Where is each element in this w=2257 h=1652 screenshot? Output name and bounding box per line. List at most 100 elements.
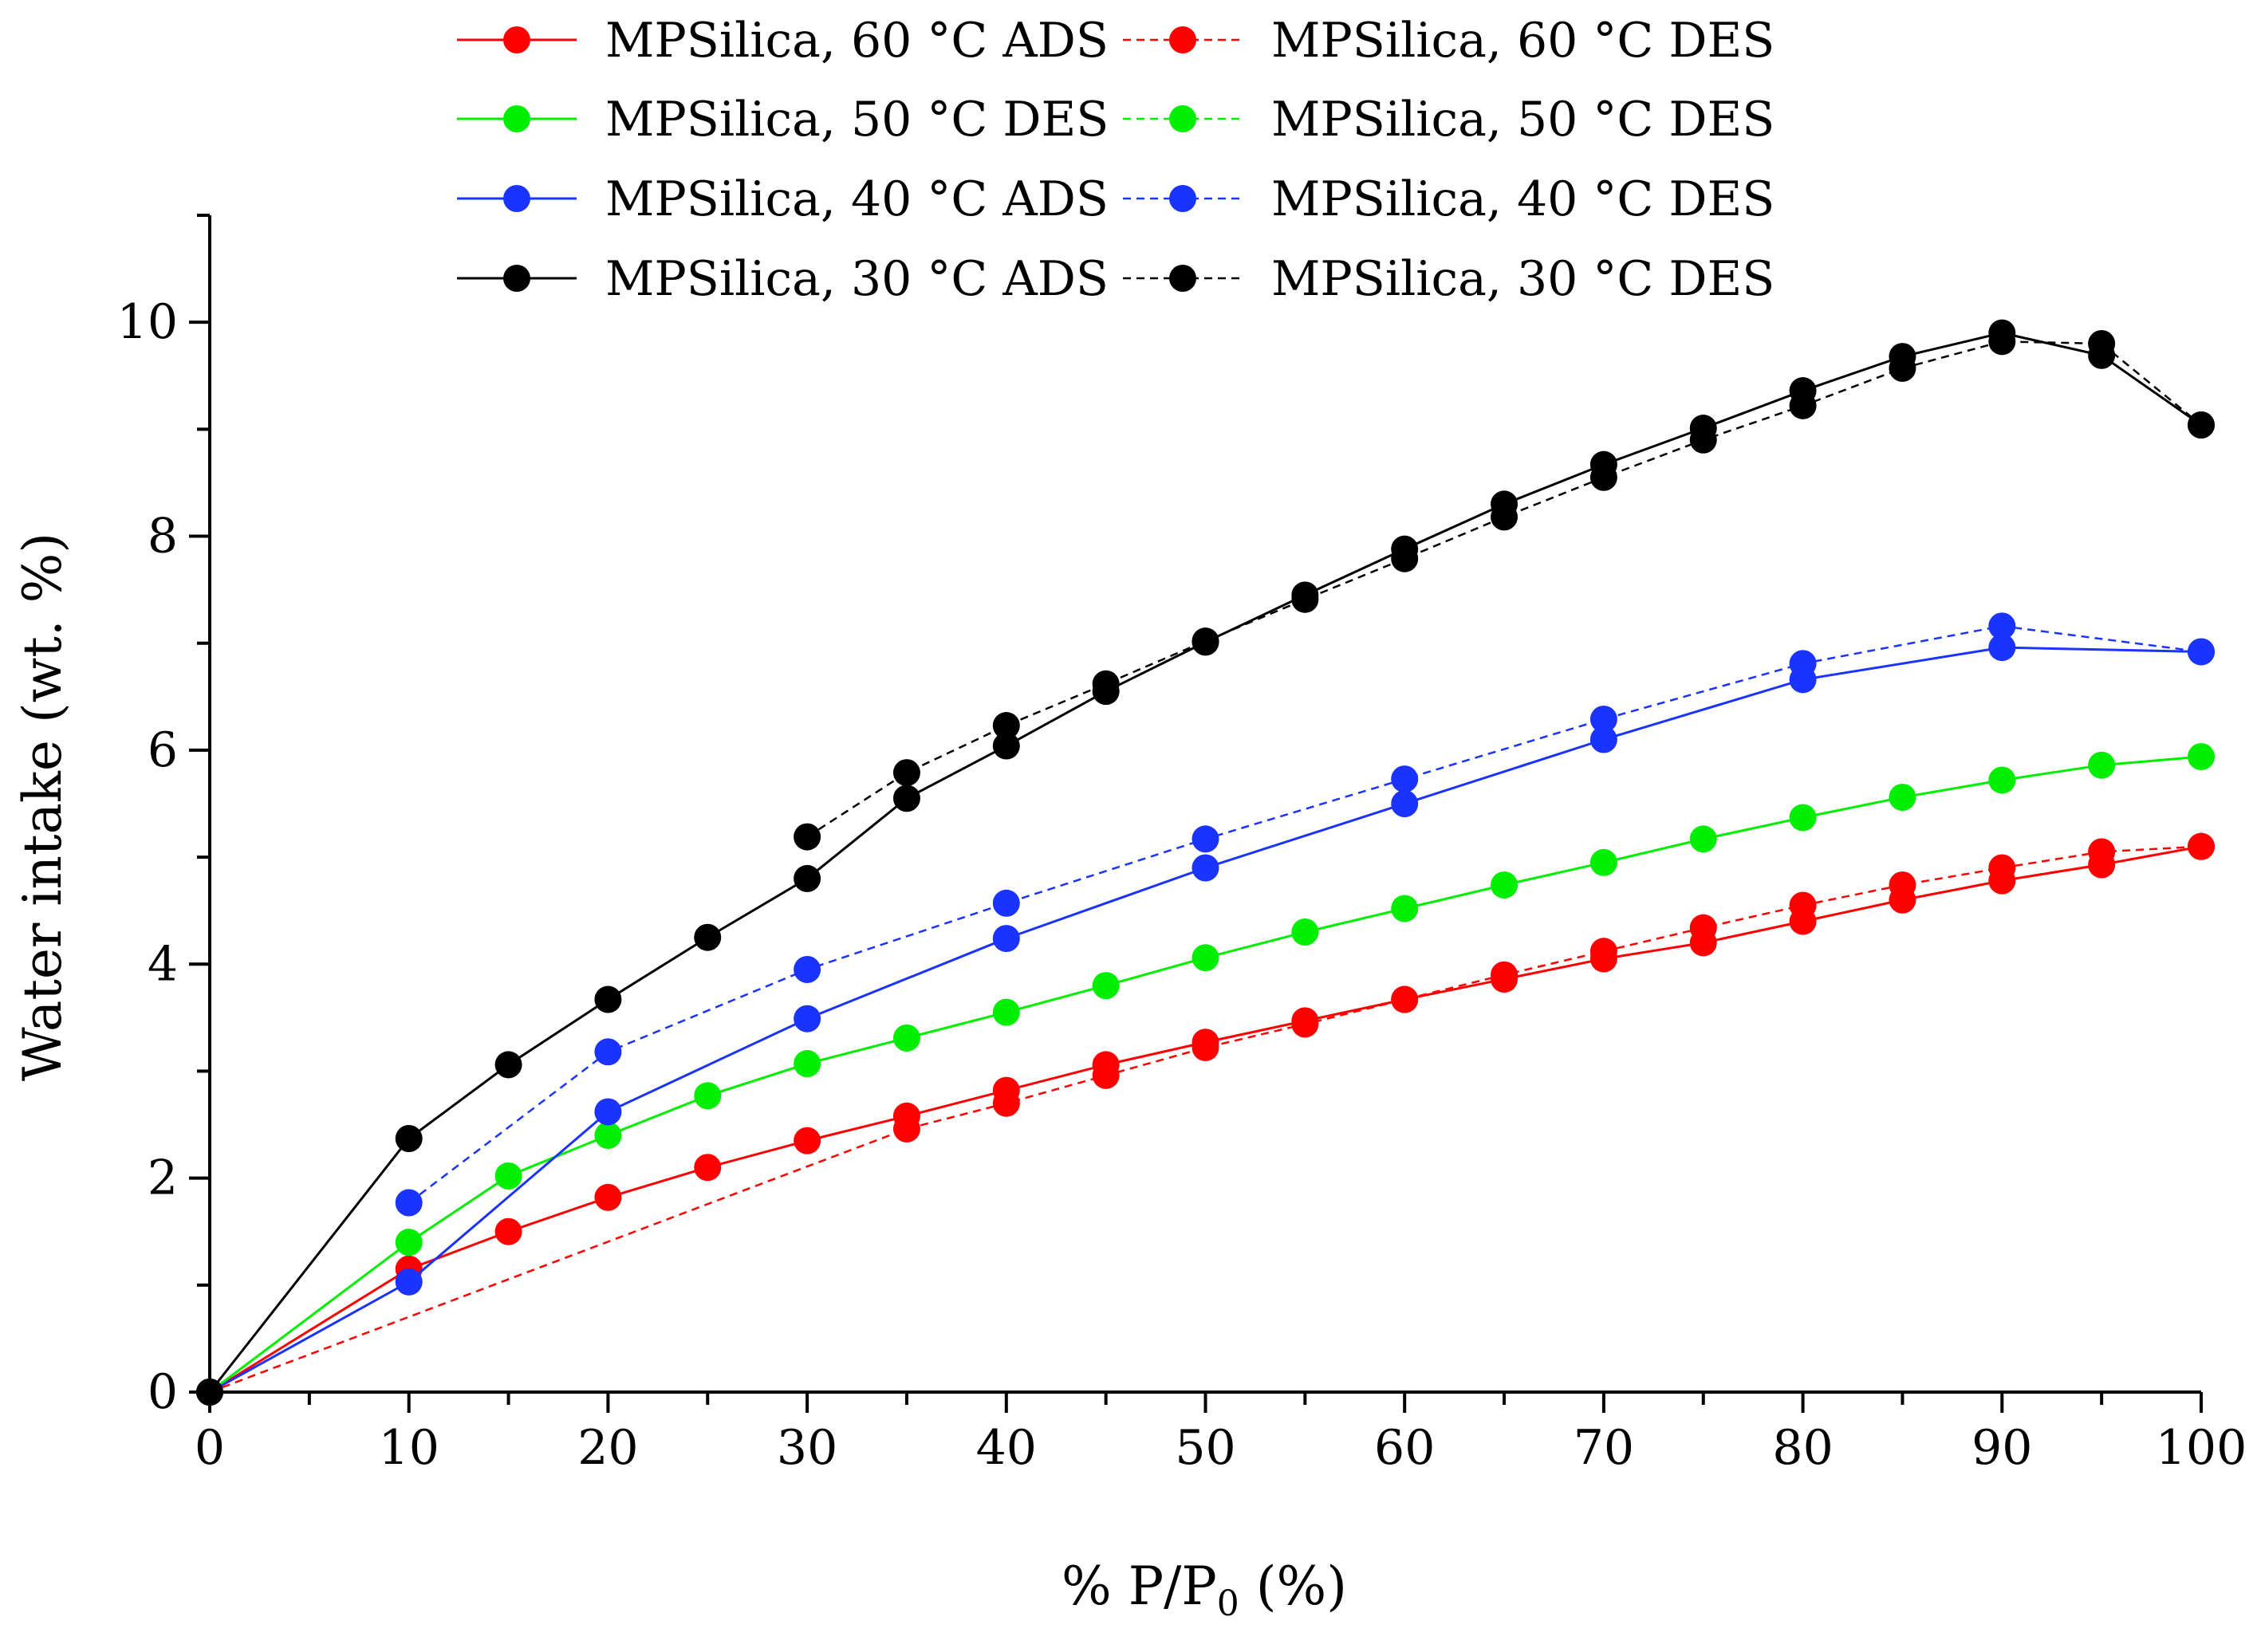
data-point [1589,726,1617,753]
series-0 [196,832,2215,1406]
data-point [1988,612,2016,640]
legend-label: MPSilica, 60 °C ADS [605,13,1109,69]
series-line [806,340,2202,838]
data-point [1192,1033,1219,1061]
data-point [892,785,920,812]
x-tick-label: 60 [1374,1420,1435,1476]
legend-marker [1169,26,1196,53]
data-point [992,889,1020,917]
y-axis-title: Water intake (wt. %) [12,533,73,1081]
data-point [395,1229,423,1257]
data-point [1589,848,1617,876]
series-line [408,624,2202,1204]
y-tick-label: 8 [148,509,178,564]
legend-item: MPSilica, 60 °C ADS [457,13,1109,69]
y-tick-label: 0 [148,1364,178,1420]
data-point [1988,854,2016,882]
x-axis-title-subscript: 0 [1217,1583,1239,1624]
legend-marker [1169,185,1196,212]
data-point [1391,545,1419,572]
legend-item: MPSilica, 30 °C ADS [457,251,1109,307]
legend-marker [503,26,530,53]
series-7 [794,328,2215,851]
x-tick-label: 20 [577,1420,638,1476]
data-point [1092,1061,1120,1089]
data-point [2188,411,2215,439]
data-point [1291,1010,1319,1038]
data-point [494,1051,522,1079]
x-axis-title-unit: (%) [1239,1556,1347,1617]
data-point [694,1154,722,1182]
data-point [1789,804,1817,832]
legend-item: MPSilica, 50 °C DES [457,92,1109,148]
data-point [1192,854,1219,882]
data-point [992,712,1020,740]
legend-label: MPSilica, 60 °C DES [1271,13,1774,69]
x-axis-title: % P/P0 (%) [1062,1556,1347,1624]
data-point [1889,871,1916,899]
data-point [1789,650,1817,678]
data-point [1789,891,1817,919]
data-point [1092,670,1120,698]
data-point [892,1115,920,1143]
legend-marker [503,265,530,292]
legend: MPSilica, 60 °C ADS MPSilica, 60 °C DES MP… [457,13,1774,307]
legend-label: MPSilica, 30 °C DES [1271,251,1774,307]
x-tick-label: 90 [1971,1420,2032,1476]
data-point [1789,391,1817,419]
data-point [794,823,821,851]
series-line [209,646,2202,1394]
data-point [1291,585,1319,613]
data-point [1391,790,1419,817]
legend-marker [1169,105,1196,132]
data-point [395,1268,423,1296]
data-point [1491,871,1518,899]
data-point [594,1121,622,1149]
data-point [1988,328,2016,356]
data-point [1689,426,1717,454]
legend-label: MPSilica, 30 °C ADS [605,251,1109,307]
data-point [2188,742,2215,770]
data-point [1988,634,2016,662]
data-point [1589,705,1617,733]
axes: 0 10 20 30 40 50 60 70 80 90 100 0 2 4 6 8 10 [117,214,2247,1476]
data-point [992,1089,1020,1117]
legend-label: MPSilica, 50 °C DES [605,92,1109,148]
data-point [395,1124,423,1152]
legend-item: MPSilica, 40 °C ADS [457,171,1109,227]
data-point [1889,783,1916,811]
legend-label: MPSilica, 50 °C DES [1271,92,1774,148]
data-point [1192,627,1219,655]
data-point [1391,895,1419,922]
x-tick-label: 0 [195,1420,225,1476]
legend-marker [1169,265,1196,292]
data-point [594,1038,622,1066]
data-point [694,923,722,951]
legend-item: MPSilica, 60 °C DES [1123,13,1774,69]
data-point [1391,765,1419,793]
data-point [992,925,1020,953]
x-tick-label: 10 [379,1420,439,1476]
data-point [992,998,1020,1026]
data-point [1689,914,1717,942]
data-point [892,759,920,787]
data-point [794,1127,821,1154]
data-point [2088,838,2116,866]
x-tick-label: 70 [1574,1420,1634,1476]
data-point [794,1005,821,1032]
legend-item: MPSilica, 40 °C DES [1123,171,1774,227]
data-point [1889,354,1916,382]
x-tick-label: 100 [2156,1420,2247,1476]
legend-marker [503,105,530,132]
data-point [1092,972,1120,1000]
data-point [794,864,821,892]
series-4 [196,634,2215,1406]
series-line [208,332,2202,1393]
data-point [694,1082,722,1110]
legend-item: MPSilica, 30 °C DES [1123,251,1774,307]
data-point [2088,330,2116,358]
series-line [209,755,2202,1394]
series-line [209,845,2202,1394]
axis-ticks: 0 10 20 30 40 50 60 70 80 90 100 0 2 4 6 8 10 [117,214,2247,1476]
data-point [794,955,821,983]
